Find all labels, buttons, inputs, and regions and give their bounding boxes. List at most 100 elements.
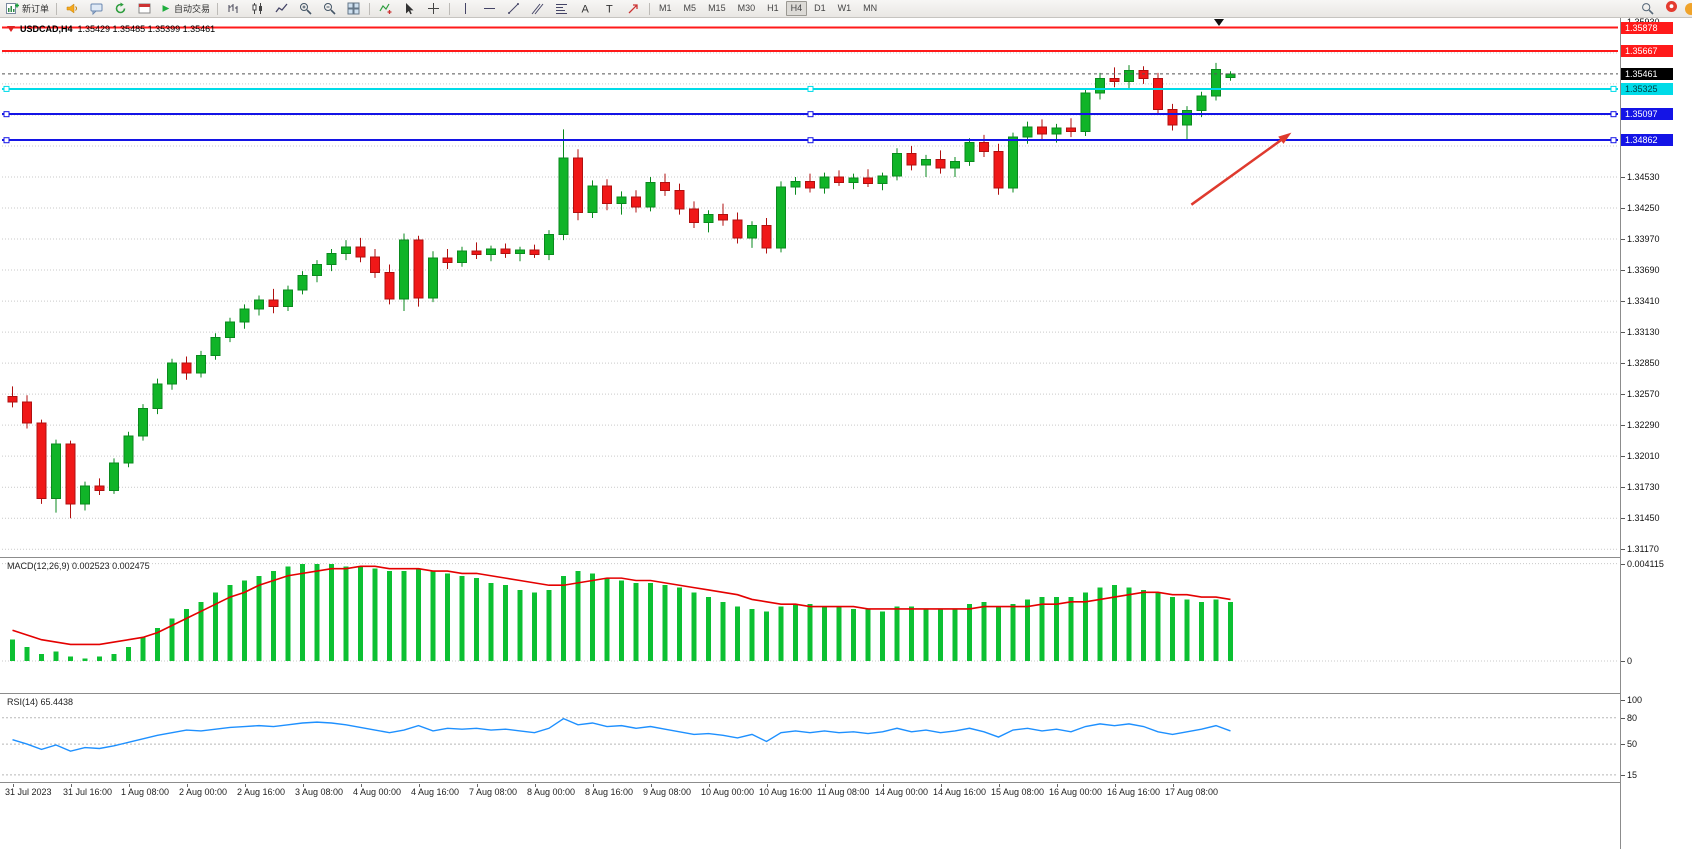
indicators-button[interactable]	[374, 0, 397, 17]
timeframe-button-h4[interactable]: H4	[785, 1, 808, 16]
help-icon[interactable]	[1685, 3, 1692, 15]
new-order-button[interactable]: 新订单	[3, 0, 52, 17]
time-tick-label: 10 Aug 00:00	[701, 787, 755, 797]
timeframe-button-m15[interactable]: M15	[708, 3, 726, 13]
price-tick-label: 1.32290	[1627, 420, 1660, 431]
timeframe-button-d1[interactable]: D1	[814, 3, 826, 13]
zoom-in-icon	[299, 2, 312, 15]
panel-divider[interactable]	[0, 693, 1692, 694]
axis-tick	[1621, 456, 1625, 458]
auto-trading-button[interactable]: 自动交易	[157, 0, 213, 17]
line-handle[interactable]	[3, 137, 10, 144]
text-tool-button[interactable]: A	[574, 0, 597, 17]
channel-tool-button[interactable]	[526, 0, 549, 17]
timeframe-button-m1[interactable]: M1	[659, 3, 672, 13]
axis-tick	[1621, 363, 1625, 365]
horizontal-line-object[interactable]	[2, 111, 1618, 118]
line-handle[interactable]	[807, 137, 814, 144]
search-icon	[1641, 2, 1654, 15]
timeframe-button-h1[interactable]: H1	[767, 3, 779, 13]
symbol-timeframe-label: USDCAD,H4	[20, 24, 73, 34]
time-tick	[12, 784, 14, 787]
macd-signal-line	[12, 565, 1231, 646]
axis-tick	[1621, 717, 1625, 719]
ohlc-values-label: 1.35429 1.35485 1.35399 1.35461	[77, 24, 216, 34]
rsi-tick-label: 15	[1627, 769, 1638, 780]
price-tick-label: 1.31450	[1627, 513, 1660, 524]
time-tick	[476, 784, 478, 787]
market-watch-button[interactable]	[85, 0, 108, 17]
ideas-button[interactable]	[61, 0, 84, 17]
notification-badge[interactable]	[1665, 0, 1678, 18]
line-handle[interactable]	[3, 85, 10, 92]
search-button[interactable]	[1636, 0, 1659, 17]
vertical-line-tool-button[interactable]	[454, 0, 477, 17]
macd-panel[interactable]	[2, 558, 1618, 693]
time-tick	[824, 784, 826, 787]
fibonacci-tool-button[interactable]	[550, 0, 573, 17]
terminal-button[interactable]	[133, 0, 156, 17]
time-tick-label: 8 Aug 00:00	[527, 787, 576, 797]
chat-bubble-icon	[90, 2, 103, 15]
time-tick-label: 16 Aug 16:00	[1107, 787, 1161, 797]
horizontal-line-object[interactable]	[2, 137, 1618, 144]
text-icon: A	[579, 2, 592, 16]
toolbar-separator	[449, 2, 451, 15]
price-axis[interactable]: 1.359301.345301.342501.339701.336901.334…	[1620, 18, 1692, 849]
line-handle[interactable]	[3, 111, 10, 118]
axis-tick	[1621, 661, 1625, 663]
price-chart-panel[interactable]	[2, 23, 1618, 557]
line-handle[interactable]	[1610, 111, 1617, 118]
timeframe-button-m30[interactable]: M30	[737, 3, 756, 13]
axis-tick	[1621, 239, 1625, 241]
time-tick	[882, 784, 884, 787]
horn-icon	[66, 2, 79, 15]
refresh-icon	[114, 2, 127, 15]
time-axis[interactable]: 31 Jul 2023 31 Jul 16:00 1 Aug 08:00 2 Aug …	[0, 784, 1620, 802]
timeframe-button-m5[interactable]: M5	[683, 3, 697, 13]
trendline-tool-button[interactable]	[502, 0, 525, 17]
time-tick-label: 16 Aug 00:00	[1049, 787, 1103, 797]
line-handle[interactable]	[807, 85, 814, 92]
line-handle[interactable]	[1610, 85, 1617, 92]
triangle-marker-icon[interactable]	[1214, 19, 1224, 26]
horizontal-line-tool-button[interactable]	[478, 0, 501, 17]
label-tool-button[interactable]: T	[598, 0, 621, 17]
refresh-button[interactable]	[109, 0, 132, 17]
time-tick	[418, 784, 420, 787]
toolbar-separator	[369, 2, 371, 15]
panel-divider[interactable]	[0, 557, 1692, 558]
annotation-arrow[interactable]	[1190, 132, 1292, 206]
time-tick	[302, 784, 304, 787]
timeframe-button-mn[interactable]: MN	[863, 3, 878, 13]
time-tick-label: 10 Aug 16:00	[759, 787, 813, 797]
time-tick	[940, 784, 942, 787]
line-handle[interactable]	[807, 111, 814, 118]
axis-tick	[1621, 744, 1625, 746]
zoom-in-button[interactable]	[294, 0, 317, 17]
axis-tick	[1621, 518, 1625, 520]
arrow-tool-button[interactable]	[622, 0, 645, 17]
cursor-button[interactable]	[398, 0, 421, 17]
line-handle[interactable]	[1610, 137, 1617, 144]
candlestick-mode-button[interactable]	[246, 0, 269, 17]
tile-windows-button[interactable]	[342, 0, 365, 17]
time-tick	[360, 784, 362, 787]
rsi-panel[interactable]	[2, 694, 1618, 781]
macd-tick-label: 0.004115	[1627, 558, 1664, 569]
bar-chart-mode-button[interactable]	[222, 0, 245, 17]
time-tick-label: 9 Aug 08:00	[643, 787, 692, 797]
crosshair-button[interactable]	[422, 0, 445, 17]
indicators-icon	[379, 2, 392, 15]
axis-tick	[1621, 332, 1625, 334]
price-level-badge: 1.35325	[1621, 82, 1673, 95]
horizontal-line-icon	[483, 2, 496, 15]
zoom-out-button[interactable]	[318, 0, 341, 17]
time-tick	[534, 784, 536, 787]
horizontal-line-object[interactable]	[2, 85, 1618, 92]
chart-window: USDCAD,H4 1.35429 1.35485 1.35399 1.3546…	[0, 18, 1692, 849]
label-icon: T	[603, 2, 616, 16]
line-chart-mode-button[interactable]	[270, 0, 293, 17]
channel-icon	[531, 2, 544, 15]
timeframe-button-w1[interactable]: W1	[837, 3, 852, 13]
